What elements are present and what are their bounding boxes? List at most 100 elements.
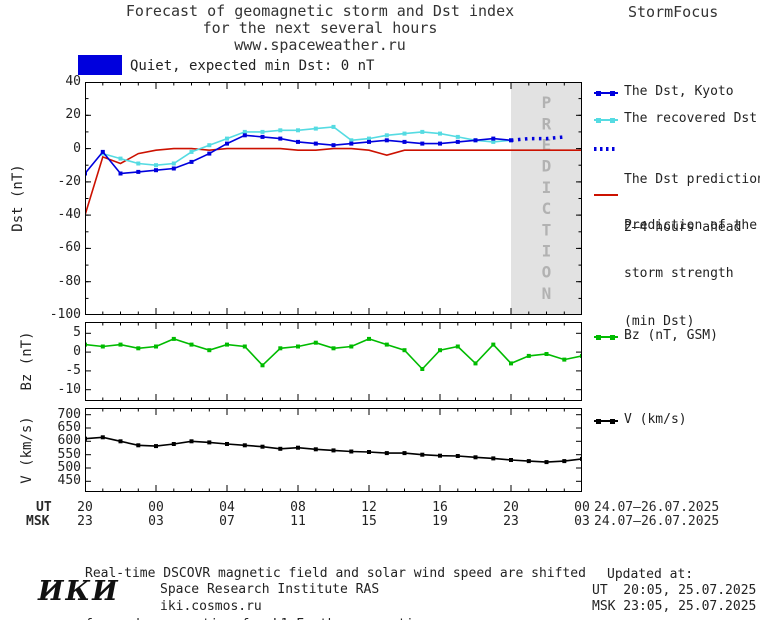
y-tick-label: 700	[57, 406, 81, 422]
y-tick-label: 40	[65, 74, 81, 89]
recovered-dst-marker	[438, 131, 442, 136]
dst-kyoto-marker	[225, 141, 229, 146]
ut-tick-label: 00	[148, 500, 164, 515]
spaceweather-url[interactable]: www.spaceweather.ru	[234, 36, 406, 54]
dst-kyoto-marker	[100, 149, 105, 154]
solar-wind-speed-marker	[544, 460, 549, 465]
recovered-dst	[102, 126, 512, 167]
solar-wind-speed-marker	[313, 447, 318, 452]
bz-gsm	[85, 338, 582, 371]
dst-kyoto-marker	[384, 138, 389, 143]
y-tick-label: -5	[65, 362, 81, 378]
dst-kyoto-marker	[136, 169, 141, 174]
prediction-zone-letter: P	[542, 93, 552, 112]
dst-kyoto-marker	[473, 138, 478, 143]
ut-date-range: 24.07–26.07.2025	[594, 500, 720, 515]
bz-gsm-marker	[313, 340, 318, 345]
prediction-zone-letter: O	[542, 263, 552, 282]
dst-kyoto-marker	[367, 139, 371, 144]
recovered-dst-marker	[420, 129, 425, 134]
bz-gsm-marker	[473, 361, 478, 366]
storm-strength-legend-icon	[594, 194, 618, 196]
dst-kyoto-marker	[402, 139, 407, 144]
recovered-dst-marker	[331, 124, 336, 129]
dst-kyoto-marker	[491, 136, 496, 141]
footnote: Real-time DSCOVR magnetic field and sola…	[85, 531, 586, 620]
dst-kyoto-marker	[349, 141, 354, 146]
y-tick-label: -40	[57, 207, 81, 223]
y-tick-label: -100	[49, 307, 81, 322]
bz-axis-label: Bz (nT)	[19, 331, 35, 391]
ut-tick-label: 08	[290, 500, 306, 515]
solar-wind-speed-marker	[225, 442, 229, 446]
dst-kyoto-marker	[509, 138, 513, 143]
legend-storm-strength-line3: (min Dst)	[624, 314, 695, 329]
legend-storm-strength: Prediction of the storm strength (min Ds…	[594, 186, 757, 362]
bz-chart	[85, 322, 582, 401]
dst-kyoto-marker	[278, 136, 283, 141]
solar-wind-speed-marker	[100, 435, 105, 440]
ut-tick-label: 00	[574, 500, 590, 515]
y-tick-label: 550	[57, 446, 81, 462]
recovered-dst-marker	[225, 136, 229, 141]
bz-gsm-marker	[118, 342, 123, 347]
recovered-dst-marker	[154, 163, 158, 168]
msk-tick-label: 19	[432, 514, 448, 529]
msk-tick-label: 15	[361, 514, 377, 529]
ut-tick-label: 04	[219, 500, 235, 515]
recovered-dst-marker	[278, 128, 283, 133]
solar-wind-speed-marker	[207, 440, 212, 445]
bz-gsm-marker	[526, 353, 531, 358]
dst-kyoto-marker	[260, 134, 265, 139]
footnote-line-1: Real-time DSCOVR magnetic field and sola…	[85, 566, 586, 581]
solar-wind-speed-marker	[260, 444, 265, 449]
legend-dst-kyoto: The Dst, Kyoto	[594, 84, 734, 100]
bz-gsm-marker	[136, 346, 141, 351]
legend-bz-label: Bz (nT, GSM)	[624, 328, 718, 343]
ut-tick-label: 20	[503, 500, 519, 515]
y-tick-label: 5	[73, 325, 81, 341]
prediction-zone-letter: D	[542, 157, 552, 176]
recovered-dst-marker	[171, 161, 176, 166]
msk-tick-label: 11	[290, 514, 306, 529]
y-tick-label: -60	[57, 240, 81, 256]
ut-axis-label: UT	[36, 500, 52, 515]
bz-gsm-marker	[438, 348, 442, 353]
bz-gsm-marker	[260, 363, 265, 368]
prediction-zone-letter: C	[542, 199, 552, 218]
legend-recovered-dst: The recovered Dst	[594, 111, 757, 127]
ut-tick-label: 16	[432, 500, 448, 515]
y-tick-label: 0	[73, 140, 81, 156]
msk-tick-label: 03	[148, 514, 164, 529]
dst-prediction	[510, 135, 565, 143]
recovered-dst-marker	[455, 134, 460, 139]
legend-bz: Bz (nT, GSM)	[594, 328, 718, 344]
solar-wind-speed-marker	[154, 444, 158, 449]
recovered-dst-marker	[296, 128, 300, 133]
prediction-zone-letter: I	[542, 178, 552, 197]
dst-prediction-legend-icon	[594, 147, 618, 151]
recovered-dst-marker	[367, 136, 371, 141]
v-axis-label: V (km/s)	[19, 416, 35, 484]
bz-gsm-marker	[491, 342, 496, 347]
y-tick-label: 500	[57, 460, 81, 475]
solar-wind-speed-marker	[349, 449, 354, 454]
dst-kyoto-marker	[154, 168, 158, 173]
bz-gsm-marker	[242, 344, 247, 349]
solar-wind-speed-marker	[118, 439, 123, 444]
footer-site-url[interactable]: iki.cosmos.ru	[160, 599, 262, 614]
recovered-dst-marker	[402, 131, 407, 136]
y-tick-label: 650	[57, 420, 81, 435]
v-chart	[85, 408, 582, 492]
legend-storm-strength-line2: storm strength	[624, 266, 734, 281]
dst-kyoto-marker	[118, 171, 123, 176]
storm-level-swatch	[78, 55, 122, 75]
bz-gsm-marker	[420, 367, 425, 371]
solar-wind-speed-marker	[402, 451, 407, 456]
recovered-dst-marker	[260, 129, 265, 134]
min-dst-prediction	[85, 147, 582, 216]
legend-v-label: V (km/s)	[624, 412, 687, 427]
bz-legend-icon	[594, 335, 618, 340]
recovered-dst-marker	[189, 149, 194, 154]
